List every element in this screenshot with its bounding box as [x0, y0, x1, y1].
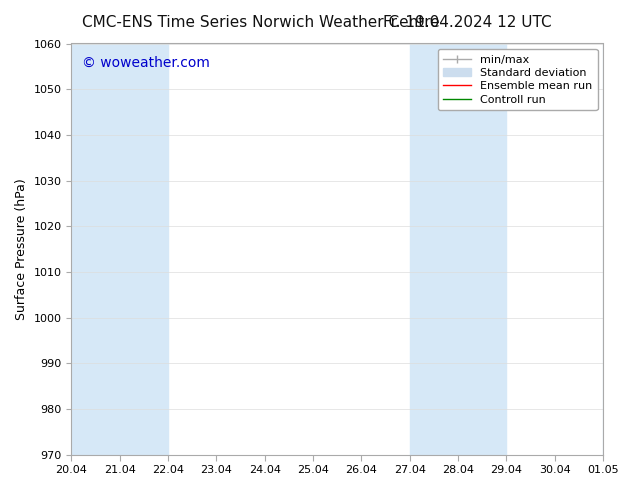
Bar	[603, 44, 634, 455]
Y-axis label: Surface Pressure (hPa): Surface Pressure (hPa)	[15, 178, 28, 320]
Legend: min/max, Standard deviation, Ensemble mean run, Controll run: min/max, Standard deviation, Ensemble me…	[437, 49, 598, 110]
Bar	[72, 44, 120, 455]
Text: © woweather.com: © woweather.com	[82, 56, 210, 70]
Text: Fr. 19.04.2024 12 UTC: Fr. 19.04.2024 12 UTC	[383, 15, 552, 30]
Text: CMC-ENS Time Series Norwich Weather Centre: CMC-ENS Time Series Norwich Weather Cent…	[82, 15, 440, 30]
Bar	[120, 44, 168, 455]
Bar	[410, 44, 458, 455]
Bar	[458, 44, 507, 455]
